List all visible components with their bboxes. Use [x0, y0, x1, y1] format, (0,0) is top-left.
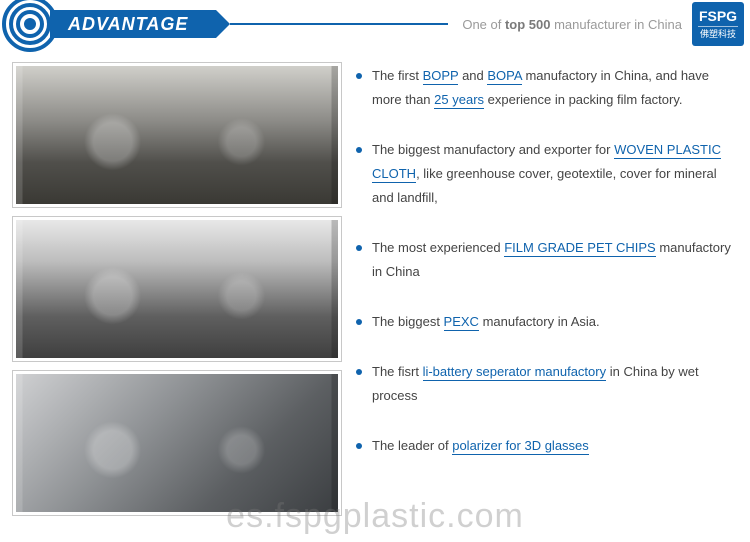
highlight-link[interactable]: li-battery seperator manufactory [423, 364, 607, 381]
title-text: ADVANTAGE [68, 14, 188, 35]
text-column: The first BOPP and BOPA manufactory in C… [356, 62, 738, 516]
image-frame [12, 62, 342, 208]
badge-cn: 佛塑科技 [700, 30, 736, 39]
badge-divider [698, 26, 738, 27]
tagline-suffix: manufacturer in China [550, 17, 682, 32]
badge-en: FSPG [699, 9, 737, 23]
tagline-bold: top 500 [505, 17, 551, 32]
text-run: manufactory in Asia. [479, 314, 600, 329]
images-column [12, 62, 342, 516]
header-bar: ADVANTAGE One of top 500 manufacturer in… [0, 0, 750, 48]
highlight-link[interactable]: polarizer for 3D glasses [452, 438, 589, 455]
text-run: experience in packing film factory. [484, 92, 682, 107]
text-run: The leader of [372, 438, 452, 453]
text-run: The most experienced [372, 240, 504, 255]
highlight-link[interactable]: BOPA [487, 68, 521, 85]
text-run: The biggest manufactory and exporter for [372, 142, 614, 157]
text-run: and [458, 68, 487, 83]
factory-image-1 [16, 66, 338, 204]
factory-image-3 [16, 374, 338, 512]
text-run: The biggest [372, 314, 444, 329]
text-run: , like greenhouse cover, geotextile, cov… [372, 166, 717, 205]
section-title: ADVANTAGE [50, 10, 216, 38]
advantage-item: The most experienced FILM GRADE PET CHIP… [356, 236, 738, 284]
advantage-item: The leader of polarizer for 3D glasses [356, 434, 738, 458]
advantage-item: The biggest manufactory and exporter for… [356, 138, 738, 210]
advantage-item: The fisrt li-battery seperator manufacto… [356, 360, 738, 408]
highlight-link[interactable]: PEXC [444, 314, 479, 331]
highlight-link[interactable]: FILM GRADE PET CHIPS [504, 240, 655, 257]
factory-image-2 [16, 220, 338, 358]
highlight-link[interactable]: BOPP [423, 68, 459, 85]
text-run: The first [372, 68, 423, 83]
image-frame [12, 216, 342, 362]
advantage-item: The first BOPP and BOPA manufactory in C… [356, 64, 738, 112]
tagline-prefix: One of [462, 17, 505, 32]
advantage-list: The first BOPP and BOPA manufactory in C… [356, 64, 738, 459]
tagline: One of top 500 manufacturer in China [462, 17, 682, 32]
text-run: The fisrt [372, 364, 423, 379]
advantage-item: The biggest PEXC manufactory in Asia. [356, 310, 738, 334]
highlight-link[interactable]: 25 years [434, 92, 484, 109]
brand-badge: FSPG 佛塑科技 [692, 2, 744, 46]
image-frame [12, 370, 342, 516]
content-area: The first BOPP and BOPA manufactory in C… [0, 48, 750, 516]
header-rule [230, 23, 448, 25]
